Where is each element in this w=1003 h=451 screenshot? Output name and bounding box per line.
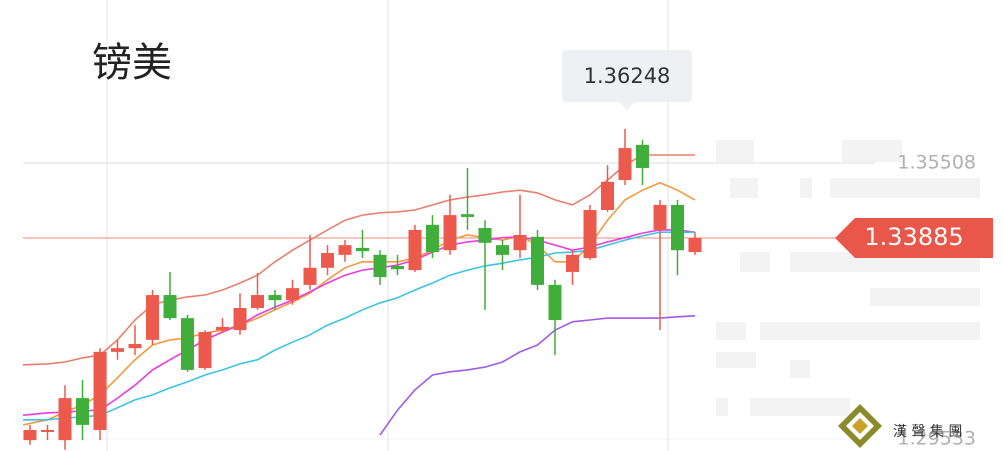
- indicator-line: [22, 154, 695, 366]
- candle-body: [601, 181, 614, 211]
- candle-body: [76, 398, 89, 425]
- tooltip-pointer: [619, 102, 635, 110]
- candle-body: [233, 307, 247, 331]
- candle-body: [128, 344, 142, 349]
- candle-body: [268, 295, 282, 301]
- candle-body: [531, 236, 544, 285]
- candle-body: [321, 252, 334, 268]
- candle-body: [478, 228, 492, 243]
- candle-body: [303, 267, 317, 285]
- candle-body: [408, 229, 422, 271]
- candle-body: [671, 204, 684, 251]
- tooltip-value: 1.36248: [584, 64, 671, 88]
- candle-body: [391, 265, 404, 270]
- candle-body: [426, 224, 439, 253]
- candle-body: [338, 245, 352, 255]
- candle-body: [23, 429, 37, 441]
- candle-body: [566, 254, 579, 272]
- last-price-label: 1.33885: [864, 223, 963, 251]
- candle-body: [636, 144, 649, 168]
- candle-body: [356, 247, 369, 252]
- last-price-glow: [0, 0, 32, 32]
- indicator-line: [379, 315, 696, 436]
- candle-body: [163, 295, 177, 319]
- candle-body: [286, 288, 299, 301]
- candle-body: [41, 429, 54, 432]
- candle-body: [618, 148, 632, 180]
- y-tick-label: 1.35508: [897, 151, 976, 173]
- last-price-badge: [835, 217, 993, 258]
- candle-body: [181, 318, 194, 370]
- candle-body: [688, 237, 702, 253]
- candle-body: [513, 234, 527, 251]
- chart-title: 镑美: [92, 40, 172, 86]
- candle-body: [58, 398, 72, 441]
- candle-body: [111, 348, 124, 352]
- tooltip-box: [562, 50, 692, 102]
- candle-body: [548, 284, 562, 320]
- indicator-line: [23, 231, 695, 421]
- candle-body: [216, 326, 229, 331]
- last-price-tag: 1.33885: [835, 217, 993, 258]
- candle-body: [653, 204, 667, 230]
- order-book-backdrop: [716, 140, 980, 416]
- candle-body: [443, 215, 457, 251]
- candle-body: [461, 214, 474, 217]
- candle-body: [373, 254, 387, 278]
- y-tick-label: 1.29533: [897, 428, 976, 450]
- candle-body: [583, 210, 597, 259]
- candle-body: [198, 332, 212, 369]
- logo-text: 漢 聲 集 團: [893, 423, 962, 440]
- logo-mark-core: [852, 418, 868, 434]
- candle-body: [496, 245, 509, 255]
- candle-body: [251, 295, 264, 308]
- candle-body: [146, 295, 159, 340]
- tooltip: 1.36248: [562, 50, 692, 110]
- logo: 漢 聲 集 團: [838, 404, 962, 448]
- candle-body: [93, 351, 107, 430]
